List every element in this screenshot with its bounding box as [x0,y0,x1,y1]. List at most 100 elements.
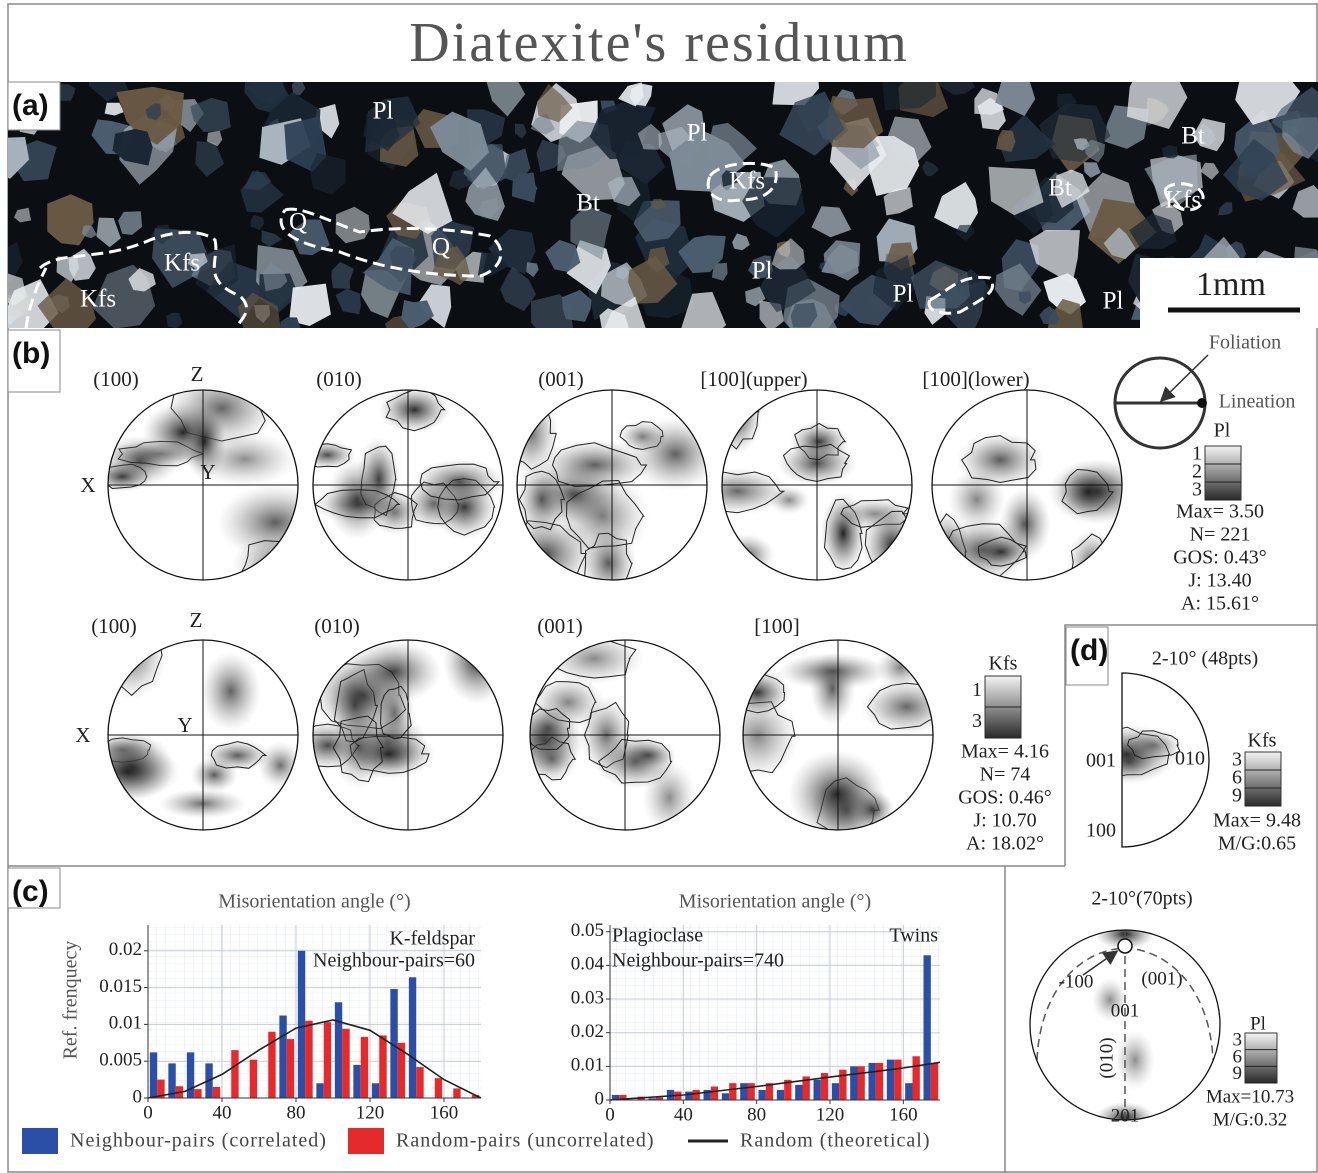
density [331,706,387,788]
mineral-label: Bt [1181,123,1205,150]
bar [869,1063,876,1100]
label: (100) [93,367,139,391]
density [717,534,775,577]
panel-label: (a) [12,89,49,122]
label: (001) [1141,968,1182,989]
bar [894,1060,901,1100]
annotation: Neighbour-pairs=60 [313,950,475,972]
label: 2-10°(70pts) [1091,888,1192,910]
mineral-label: Pl [1103,288,1124,315]
scale-label: 1mm [1196,266,1266,303]
bar [379,1035,386,1098]
y-tick-label: 0.005 [99,1050,142,1071]
label: 201 [1111,1105,1140,1126]
label: Y [200,460,215,484]
label: (001) [538,367,584,391]
bar [839,1070,846,1100]
bar [832,1083,839,1100]
bar [250,1060,257,1098]
pole-figure [299,387,505,580]
label: [100](upper) [700,367,807,391]
y-tick-label: 0.03 [571,987,604,1008]
mineral-label: Kfs [80,286,116,313]
density [231,534,329,596]
density [1067,529,1117,595]
x-tick-label: 120 [816,1104,845,1125]
bar [453,1088,460,1098]
y-tick-label: 0.015 [99,976,142,997]
bar [335,1002,342,1098]
bar [887,1060,894,1100]
label: X [80,473,95,497]
label: (010) [1096,1037,1117,1078]
bar [342,1029,349,1098]
bar [729,1083,736,1100]
y-tick-label: 0.02 [571,1021,604,1042]
panel-label: (d) [1070,634,1108,667]
x-tick-label: 120 [356,1102,385,1123]
bar [740,1083,747,1100]
label: Max= 4.16 [961,741,1049,763]
mineral-label: Pl [752,258,773,285]
label: A: 18.02° [966,833,1044,855]
density [76,744,179,799]
level-label: 3 [972,710,982,732]
label: Z [191,362,204,386]
legend-label: Random-pairs (uncorrelated) [396,1130,655,1152]
x-tick-label: 0 [605,1104,615,1125]
label: Z [190,608,203,632]
density [972,535,1031,568]
bar [685,1092,692,1100]
label: Kfs [1248,730,1277,752]
label: Max= 3.50 [1176,501,1264,523]
bar [187,1052,194,1098]
bar [213,1087,220,1098]
panel-label: (b) [12,337,50,370]
figure-title: Diatexite's residuum [409,12,909,74]
label: Foliation [1209,332,1281,354]
bar [850,1066,857,1100]
bar [876,1063,883,1100]
legend-label: Random (theoretical) [740,1130,931,1152]
y-tick-label: 0 [133,1086,143,1107]
density [810,653,855,725]
level-label: 9 [1233,1063,1243,1084]
bar [777,1090,784,1100]
level-scale [1245,752,1281,806]
bar [711,1087,718,1100]
label: J: 13.40 [1188,570,1251,592]
density [309,487,410,522]
bar [305,1021,312,1098]
mineral-label: Pl [893,281,914,308]
density [443,616,512,704]
bar [353,1065,360,1098]
level-label: 3 [1192,479,1202,501]
density [1115,1030,1155,1090]
mineral-label: Kfs [1165,187,1201,214]
x-tick-label: 160 [430,1102,459,1123]
level-scale [1205,446,1241,500]
bar [814,1080,821,1100]
y-tick-label: 0 [595,1088,605,1109]
bar [924,955,931,1100]
legend-label: Neighbour-pairs (correlated) [70,1130,327,1152]
y-tick-label: 0.01 [109,1013,142,1034]
bar [279,1016,286,1098]
label: (010) [316,367,362,391]
annotation: Plagioclase [612,925,703,947]
label: 001 [1086,750,1116,772]
chart-title: Misorientation angle (°) [218,891,410,913]
bar [409,977,416,1098]
mineral-label: Kfs [729,168,765,195]
bar [748,1083,755,1100]
bar [150,1052,157,1098]
label: Kfs [989,653,1018,675]
rotation-axis [1118,939,1132,953]
bar [722,1093,729,1100]
reference-dot [1197,398,1207,408]
figure: Diatexite's residuum PlPlKfsBtBtBtKfsQQK… [0,0,1318,1173]
mineral-label: Pl [373,98,394,125]
label: Pl [1214,420,1231,442]
label: Lineation [1219,391,1296,413]
label: Pl [1250,1013,1266,1034]
